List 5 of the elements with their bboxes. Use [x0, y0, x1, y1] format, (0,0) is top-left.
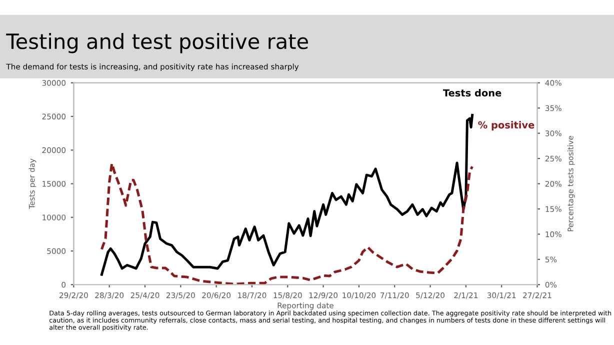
line-series — [100, 162, 474, 285]
chart-title: Testing and test positive rate — [6, 33, 308, 54]
line-series — [100, 114, 474, 276]
text: % positive — [478, 121, 534, 130]
text: Tests done — [443, 89, 502, 97]
